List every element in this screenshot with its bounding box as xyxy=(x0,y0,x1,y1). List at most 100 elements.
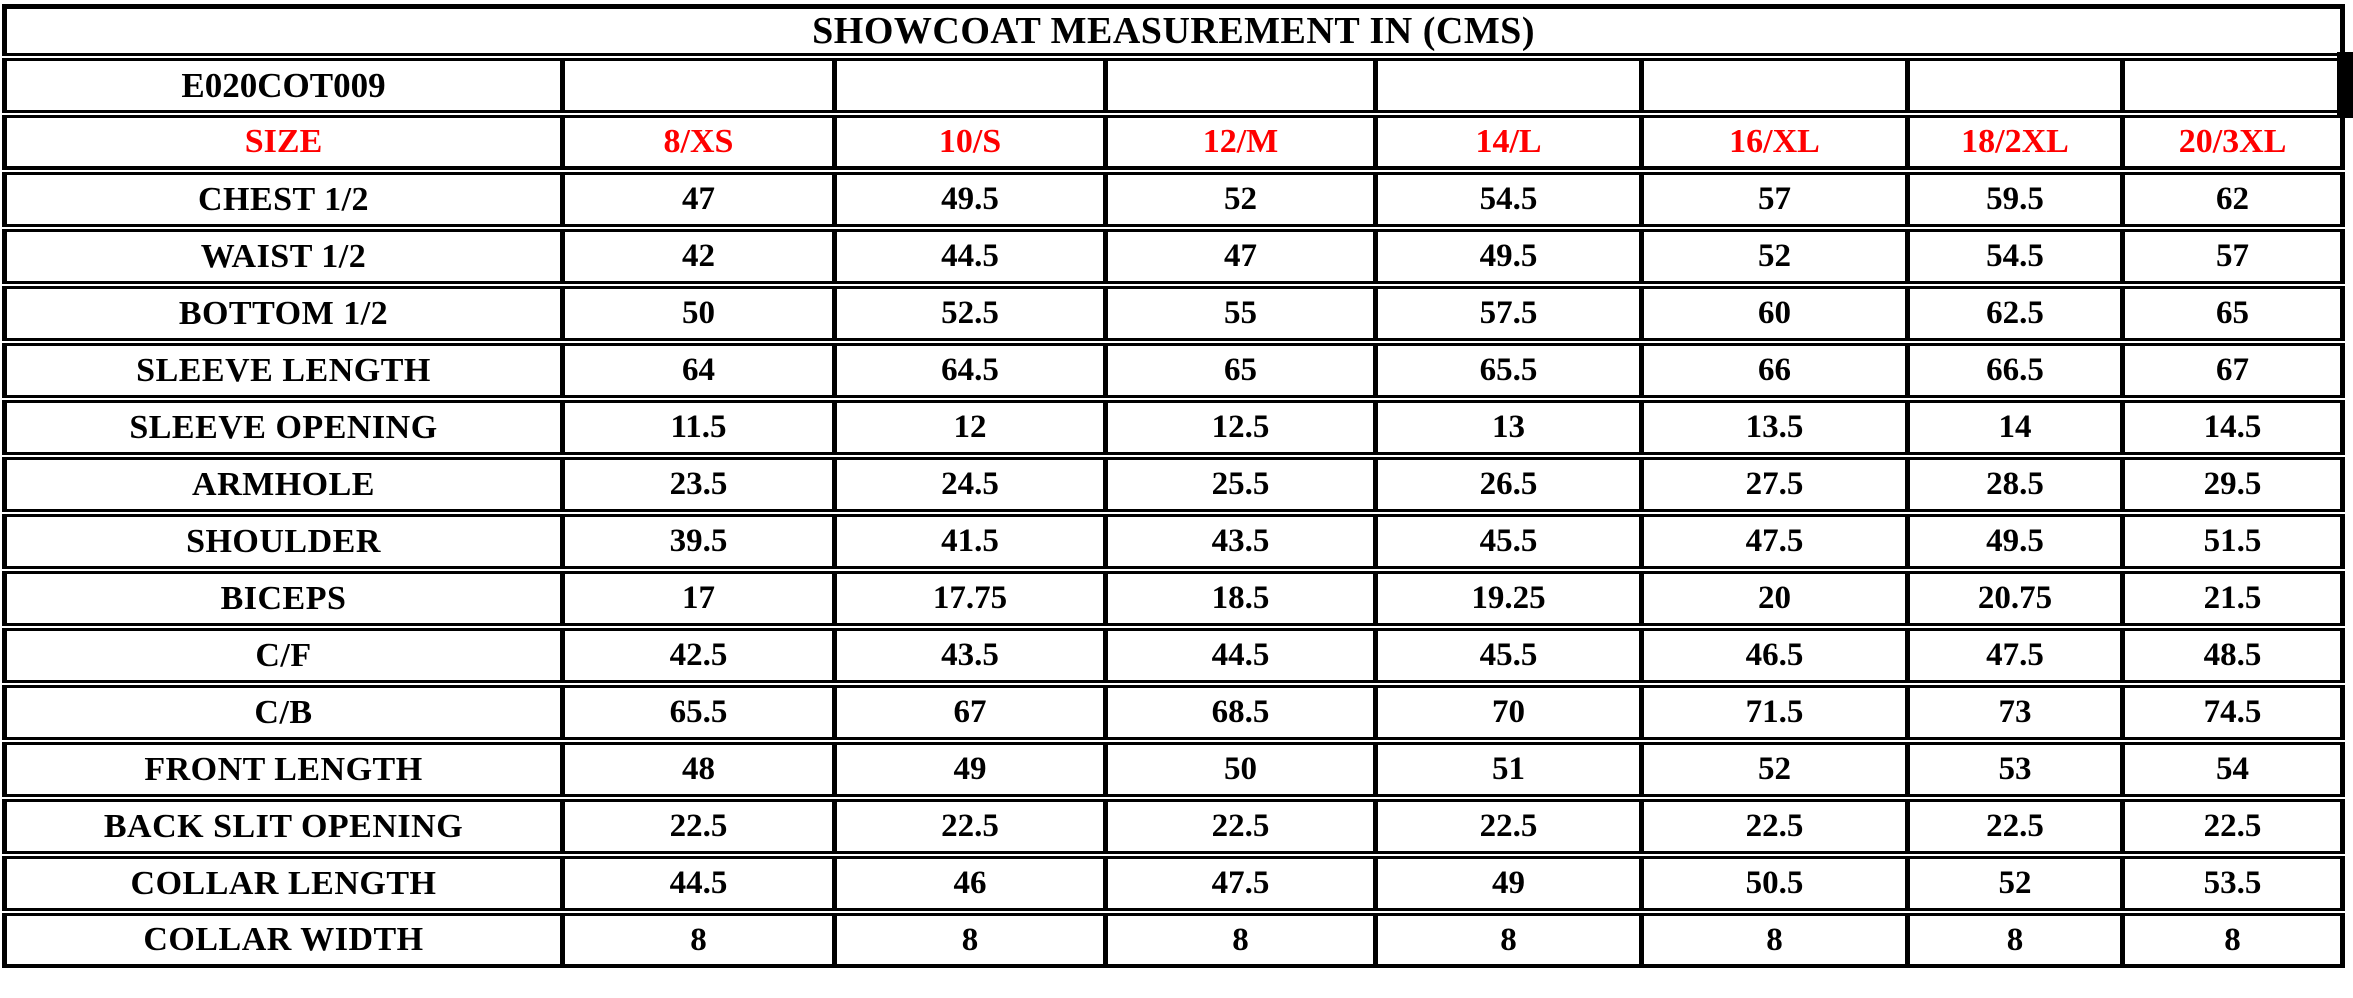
border-artifact xyxy=(2337,52,2353,118)
size-header-row: SIZE 8/XS 10/S 12/M 14/L 16/XL 18/2XL 20/3XL xyxy=(2,115,2346,170)
value-cell: 70 xyxy=(1378,685,1644,740)
value-cell: 14 xyxy=(1910,400,2125,455)
size-column-header: 20/3XL xyxy=(2125,115,2346,170)
value-cell: 65 xyxy=(2125,286,2346,341)
value-cell: 18.5 xyxy=(1108,571,1378,626)
value-cell: 22.5 xyxy=(565,799,837,854)
value-cell: 8 xyxy=(837,913,1108,968)
value-cell: 47 xyxy=(565,172,837,227)
value-cell: 52 xyxy=(1910,856,2125,911)
value-cell: 53 xyxy=(1910,742,2125,797)
value-cell: 52 xyxy=(1108,172,1378,227)
row-label: COLLAR LENGTH xyxy=(2,856,565,911)
value-cell: 47 xyxy=(1108,229,1378,284)
measurement-rows: CHEST 1/2 47 49.5 52 54.5 57 59.5 62 WAIST 1/2 42… xyxy=(2,172,2346,968)
value-cell: 8 xyxy=(2125,913,2346,968)
value-cell: 13.5 xyxy=(1644,400,1910,455)
row-label: ARMHOLE xyxy=(2,457,565,512)
value-cell: 57 xyxy=(2125,229,2346,284)
value-cell: 49 xyxy=(1378,856,1644,911)
value-cell: 22.5 xyxy=(1378,799,1644,854)
value-cell: 14.5 xyxy=(2125,400,2346,455)
value-cell: 45.5 xyxy=(1378,628,1644,683)
size-column-header: 16/XL xyxy=(1644,115,1910,170)
value-cell: 22.5 xyxy=(1108,799,1378,854)
table-row: C/F 42.5 43.5 44.5 45.5 46.5 47.5 48.5 xyxy=(2,628,2346,683)
value-cell: 74.5 xyxy=(2125,685,2346,740)
value-cell: 44.5 xyxy=(1108,628,1378,683)
row-label: C/B xyxy=(2,685,565,740)
table-row: COLLAR LENGTH 44.5 46 47.5 49 50.5 52 53.5 xyxy=(2,856,2346,911)
size-column-header: 14/L xyxy=(1378,115,1644,170)
table-title: SHOWCOAT MEASUREMENT IN (CMS) xyxy=(2,4,2346,56)
value-cell: 8 xyxy=(565,913,837,968)
row-label: COLLAR WIDTH xyxy=(2,913,565,968)
value-cell: 44.5 xyxy=(837,229,1108,284)
value-cell: 66 xyxy=(1644,343,1910,398)
value-cell: 57 xyxy=(1644,172,1910,227)
value-cell: 46.5 xyxy=(1644,628,1910,683)
value-cell: 65.5 xyxy=(565,685,837,740)
measurement-table: SHOWCOAT MEASUREMENT IN (CMS) E020COT009… xyxy=(2,2,2346,970)
value-cell: 62 xyxy=(2125,172,2346,227)
row-label: BACK SLIT OPENING xyxy=(2,799,565,854)
value-cell: 47.5 xyxy=(1108,856,1378,911)
value-cell: 47.5 xyxy=(1910,628,2125,683)
value-cell: 19.25 xyxy=(1378,571,1644,626)
table-row: FRONT LENGTH 48 49 50 51 52 53 54 xyxy=(2,742,2346,797)
value-cell: 43.5 xyxy=(837,628,1108,683)
table-row: ARMHOLE 23.5 24.5 25.5 26.5 27.5 28.5 29.5 xyxy=(2,457,2346,512)
style-code-row: E020COT009 xyxy=(2,58,2346,113)
value-cell: 42 xyxy=(565,229,837,284)
value-cell: 67 xyxy=(2125,343,2346,398)
value-cell: 54 xyxy=(2125,742,2346,797)
table-row: BICEPS 17 17.75 18.5 19.25 20 20.75 21.5 xyxy=(2,571,2346,626)
value-cell: 57.5 xyxy=(1378,286,1644,341)
value-cell: 42.5 xyxy=(565,628,837,683)
value-cell: 12.5 xyxy=(1108,400,1378,455)
value-cell: 23.5 xyxy=(565,457,837,512)
value-cell: 26.5 xyxy=(1378,457,1644,512)
value-cell: 52 xyxy=(1644,229,1910,284)
value-cell: 43.5 xyxy=(1108,514,1378,569)
value-cell: 46 xyxy=(837,856,1108,911)
size-column-header: 10/S xyxy=(837,115,1108,170)
value-cell: 48 xyxy=(565,742,837,797)
table-row: SHOULDER 39.5 41.5 43.5 45.5 47.5 49.5 51.5 xyxy=(2,514,2346,569)
value-cell: 65.5 xyxy=(1378,343,1644,398)
table-row: WAIST 1/2 42 44.5 47 49.5 52 54.5 57 xyxy=(2,229,2346,284)
value-cell: 20.75 xyxy=(1910,571,2125,626)
value-cell: 39.5 xyxy=(565,514,837,569)
row-label: BICEPS xyxy=(2,571,565,626)
value-cell: 11.5 xyxy=(565,400,837,455)
measurement-sheet: SHOWCOAT MEASUREMENT IN (CMS) E020COT009… xyxy=(2,2,2353,970)
table-title-row: SHOWCOAT MEASUREMENT IN (CMS) xyxy=(2,4,2346,56)
value-cell: 13 xyxy=(1378,400,1644,455)
value-cell: 50.5 xyxy=(1644,856,1910,911)
value-cell: 55 xyxy=(1108,286,1378,341)
value-cell: 41.5 xyxy=(837,514,1108,569)
row-label: C/F xyxy=(2,628,565,683)
value-cell: 20 xyxy=(1644,571,1910,626)
row-label: CHEST 1/2 xyxy=(2,172,565,227)
empty-cell xyxy=(1910,58,2125,113)
value-cell: 8 xyxy=(1108,913,1378,968)
row-label: SHOULDER xyxy=(2,514,565,569)
value-cell: 21.5 xyxy=(2125,571,2346,626)
value-cell: 52.5 xyxy=(837,286,1108,341)
value-cell: 53.5 xyxy=(2125,856,2346,911)
value-cell: 8 xyxy=(1644,913,1910,968)
value-cell: 12 xyxy=(837,400,1108,455)
table-row: CHEST 1/2 47 49.5 52 54.5 57 59.5 62 xyxy=(2,172,2346,227)
value-cell: 29.5 xyxy=(2125,457,2346,512)
value-cell: 49.5 xyxy=(1910,514,2125,569)
value-cell: 44.5 xyxy=(565,856,837,911)
value-cell: 66.5 xyxy=(1910,343,2125,398)
table-row: BOTTOM 1/2 50 52.5 55 57.5 60 62.5 65 xyxy=(2,286,2346,341)
value-cell: 67 xyxy=(837,685,1108,740)
value-cell: 54.5 xyxy=(1378,172,1644,227)
value-cell: 54.5 xyxy=(1910,229,2125,284)
size-header-label: SIZE xyxy=(2,115,565,170)
empty-cell xyxy=(837,58,1108,113)
value-cell: 50 xyxy=(1108,742,1378,797)
